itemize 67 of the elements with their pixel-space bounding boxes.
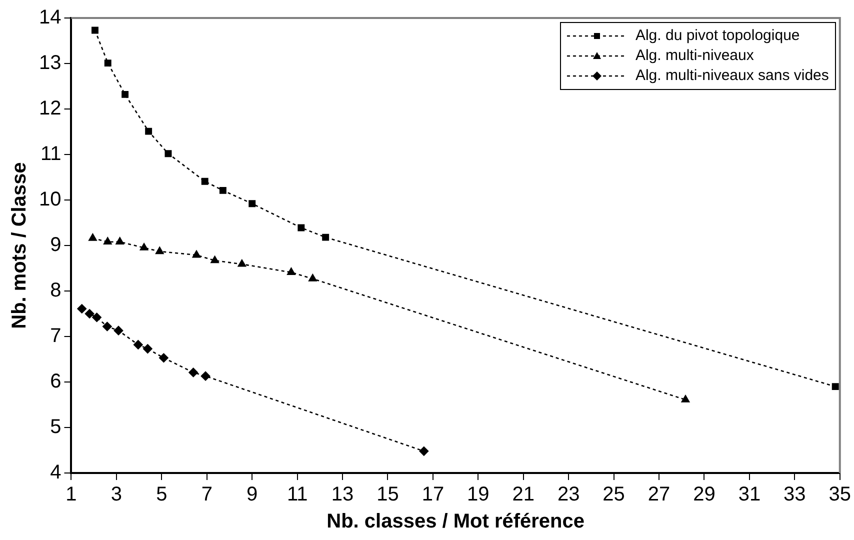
point — [140, 243, 148, 250]
point — [77, 304, 87, 314]
point — [122, 90, 129, 98]
point — [104, 60, 112, 67]
point — [210, 256, 219, 264]
x-tick-label: 3 — [110, 484, 122, 506]
point — [102, 322, 112, 332]
point — [200, 371, 210, 381]
y-tick-label: 5 — [50, 416, 62, 438]
point — [92, 312, 102, 322]
point — [156, 246, 164, 254]
x-tick-label: 23 — [557, 484, 580, 506]
point — [88, 234, 97, 241]
y-tick-label: 4 — [50, 462, 62, 484]
y-tick-label: 8 — [50, 280, 62, 302]
point — [308, 274, 317, 282]
point — [238, 260, 246, 267]
x-tick-label: 5 — [156, 484, 168, 506]
point — [104, 237, 112, 245]
y-axis-title: Nb. mots / Classe — [8, 162, 31, 329]
point — [219, 186, 226, 194]
x-tick-label: 27 — [648, 484, 670, 506]
point — [145, 128, 152, 135]
x-tick-label: 21 — [512, 484, 535, 506]
point — [164, 150, 172, 158]
x-tick-label: 13 — [331, 484, 354, 506]
x-tick-label: 19 — [467, 484, 490, 506]
point — [287, 268, 296, 275]
point — [92, 26, 98, 34]
y-tick-label: 12 — [38, 98, 62, 120]
point — [134, 340, 143, 350]
x-tick-label: 1 — [66, 484, 77, 506]
point — [298, 224, 305, 232]
point — [248, 200, 256, 208]
x-tick-label: 17 — [422, 484, 444, 506]
point — [188, 368, 198, 378]
x-tick-label: 7 — [201, 484, 212, 506]
x-tick-label: 25 — [602, 484, 625, 506]
point — [192, 250, 201, 258]
point — [84, 309, 94, 318]
point — [419, 446, 429, 456]
point — [116, 237, 124, 245]
x-tick-label: 35 — [828, 484, 851, 506]
point — [143, 344, 152, 354]
legend-label: Alg. du pivot topologique — [635, 26, 800, 46]
y-tick-label: 10 — [38, 188, 62, 211]
legend-label: Alg. multi-niveaux sans vides — [635, 66, 829, 86]
x-tick-label: 15 — [376, 484, 399, 506]
point — [681, 395, 690, 402]
x-tick-label: 9 — [246, 484, 258, 506]
y-tick-label: 9 — [50, 234, 62, 256]
x-axis-title: Nb. classes / Mot référence — [326, 510, 585, 533]
point — [832, 383, 839, 390]
y-tick-label: 6 — [50, 370, 62, 393]
y-tick-label: 11 — [40, 143, 62, 166]
point — [201, 178, 208, 185]
x-tick-label: 29 — [693, 484, 716, 506]
y-tick-label: 13 — [38, 52, 62, 74]
point — [114, 326, 124, 336]
point — [159, 353, 168, 363]
x-tick-label: 11 — [286, 484, 308, 506]
x-tick-label: 33 — [784, 484, 806, 506]
x-tick-label: 31 — [738, 484, 761, 506]
y-tick-label: 7 — [50, 325, 62, 348]
legend-label: Alg. multi-niveaux — [635, 46, 754, 66]
point — [322, 234, 330, 241]
y-tick-label: 14 — [38, 6, 62, 29]
